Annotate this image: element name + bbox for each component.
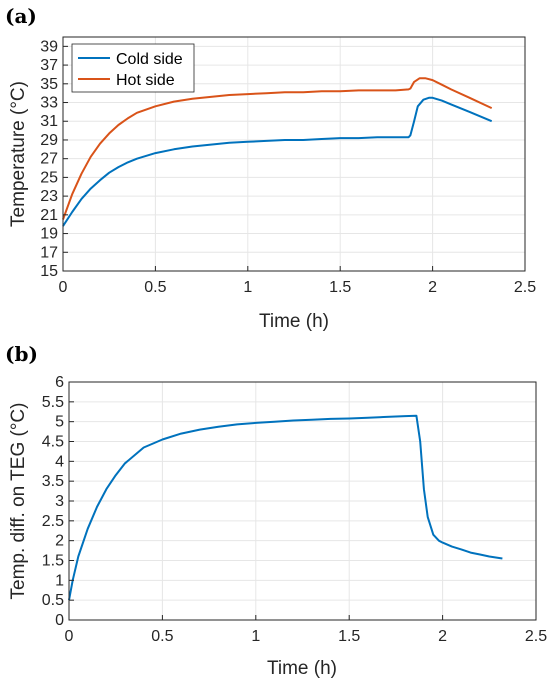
- y-tick-label: 2: [55, 533, 64, 550]
- plot-frame-a: [62, 36, 526, 272]
- y-tick-label: 31: [40, 113, 58, 130]
- y-tick-label: 5: [55, 414, 64, 431]
- series-line-cold-side: [62, 96, 493, 227]
- x-tick-label: 1.5: [329, 279, 351, 296]
- y-tick-label: 29: [40, 132, 58, 149]
- series-group-b: [68, 414, 503, 601]
- y-tick-label: 3.5: [42, 473, 64, 490]
- x-tick-label: 2.5: [514, 279, 536, 296]
- x-tick-label: 0.5: [144, 279, 166, 296]
- y-tick-label: 19: [40, 226, 58, 243]
- legend-box-a: [71, 43, 195, 93]
- panel-label-a: (a): [5, 4, 37, 28]
- legend-a: Cold side Hot side: [71, 43, 195, 93]
- x-tick-label: 0: [65, 628, 74, 645]
- x-tick-label: 1.5: [338, 628, 360, 645]
- x-ticks-b: 0 0.5 1 1.5 2 2.5: [65, 615, 547, 645]
- series-group-a: [62, 77, 493, 227]
- y-tick-label: 33: [40, 95, 58, 112]
- y-tick-label: 35: [40, 76, 58, 93]
- x-tick-label: 2: [428, 279, 437, 296]
- series-line-hot-side: [62, 77, 493, 220]
- y-tick-label: 3: [55, 493, 64, 510]
- x-tick-label: 1: [251, 628, 260, 645]
- y-tick-label: 37: [40, 57, 58, 74]
- y-tick-label: 15: [40, 263, 58, 280]
- x-tick-label: 0.5: [151, 628, 173, 645]
- y-axis-label-b: Temp. diff. on TEG (°C): [8, 403, 29, 600]
- y-tick-label: 2.5: [42, 513, 64, 530]
- x-tick-label: 2.5: [525, 628, 547, 645]
- x-axis-label-a: Time (h): [259, 311, 329, 332]
- legend-label-hot-side: Hot side: [116, 72, 175, 89]
- y-tick-label: 17: [40, 244, 58, 261]
- panel-label-b: (b): [5, 342, 38, 366]
- x-tick-label: 0: [59, 279, 68, 296]
- y-tick-label: 23: [40, 188, 58, 205]
- y-tick-label: 6: [55, 374, 64, 391]
- panel-b: (b) 0 0.5 1 1.5 2 2.5 0 0.5 1 1.5 2 2.5 3 3.5 4 4.5 5 5.…: [5, 342, 547, 679]
- y-tick-label: 25: [40, 169, 58, 186]
- y-tick-label: 27: [40, 151, 58, 168]
- legend-label-cold-side: Cold side: [116, 51, 183, 68]
- y-tick-label: 1.5: [42, 553, 64, 570]
- y-tick-label: 39: [40, 38, 58, 55]
- panel-a: (a) 0 0.5 1 1.5 2 2.5 15171921232527293133353…: [5, 4, 536, 332]
- y-tick-label: 21: [40, 207, 58, 224]
- y-tick-label: 5.5: [42, 394, 64, 411]
- y-tick-label: 4.5: [42, 434, 64, 451]
- x-tick-label: 2: [438, 628, 447, 645]
- series-line-temp-diff: [68, 414, 503, 601]
- y-ticks-b: 0 0.5 1 1.5 2 2.5 3 3.5 4 4.5 5 5.5 6: [42, 374, 74, 629]
- y-tick-label: 0.5: [42, 592, 64, 609]
- x-axis-label-b: Time (h): [267, 658, 337, 679]
- y-tick-label: 0: [55, 612, 64, 629]
- y-axis-label-a: Temperature (°C): [8, 81, 29, 227]
- y-tick-label: 4: [55, 453, 64, 470]
- x-tick-label: 1: [243, 279, 252, 296]
- x-ticks-a: 0 0.5 1 1.5 2 2.5: [59, 266, 536, 296]
- y-tick-label: 1: [55, 572, 64, 589]
- grid-b: [68, 381, 537, 621]
